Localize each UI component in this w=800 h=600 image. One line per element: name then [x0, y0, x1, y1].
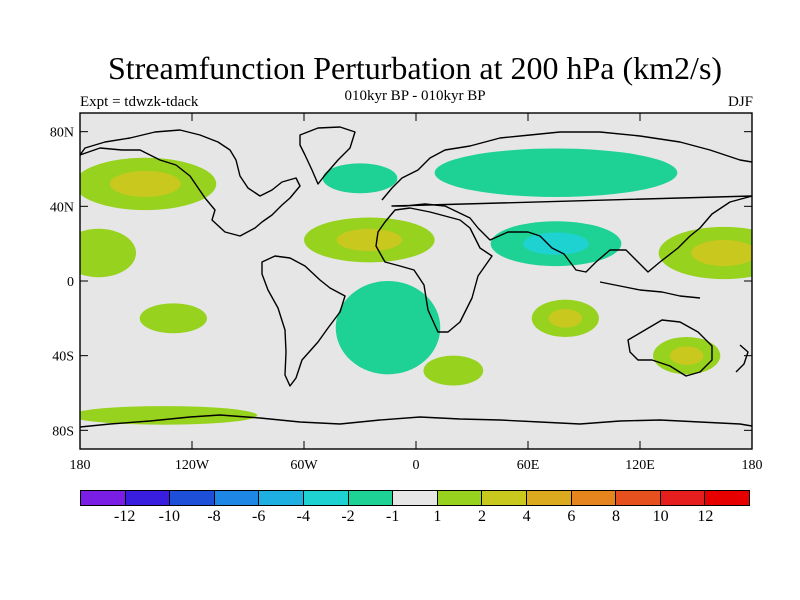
y-tick-label-1: 40N	[50, 200, 74, 215]
antarctica-coast	[80, 414, 752, 428]
south-america-coast	[261, 255, 346, 387]
colorbar-label-9: 4	[522, 508, 531, 525]
colorbar-label-8: 2	[478, 508, 486, 525]
contour-region-2	[434, 148, 678, 197]
contour-fills	[80, 148, 752, 425]
x-tick-label-3: 0	[413, 458, 420, 473]
colorbar-swatch-6	[348, 491, 394, 505]
chart-title: Streamfunction Perturbation at 200 hPa (…	[107, 50, 723, 86]
experiment-label: Expt = tdwzk-tdack	[80, 94, 199, 110]
colorbar-swatch-2	[170, 491, 215, 505]
australia-coast	[627, 319, 713, 377]
colorbar-label-0: -12	[113, 508, 136, 525]
y-tick-label-3: 40S	[52, 350, 74, 365]
colorbar-label-1: -10	[158, 508, 180, 525]
contour-region-7	[335, 281, 441, 375]
colorbar-label-7: 1	[433, 508, 442, 525]
y-tick-label-2: 0	[67, 275, 74, 290]
y-tick-label-0: 80N	[50, 126, 74, 141]
new-zealand-coast	[735, 344, 749, 373]
colorbar-label-12: 10	[652, 508, 669, 525]
contour-region-4-core	[523, 232, 589, 255]
contour-region-10	[139, 303, 207, 334]
eurasia-coast	[381, 131, 752, 273]
colorbar	[80, 490, 750, 506]
chart-subtitle: 010kyr BP - 010kyr BP	[344, 88, 486, 104]
contour-region-11	[423, 355, 484, 386]
colorbar-label-2: -8	[207, 508, 221, 525]
colorbar-label-10: 6	[567, 508, 576, 525]
coastlines	[80, 126, 752, 428]
colorbar-swatch-8	[437, 491, 483, 505]
x-tick-label-4: 60E	[517, 458, 540, 473]
colorbar-swatch-3	[214, 491, 260, 505]
x-tick-label-2: 60W	[290, 458, 318, 473]
x-tick-label-1: 120W	[175, 458, 210, 473]
colorbar-swatch-14	[705, 491, 749, 505]
greenland-coast	[299, 126, 356, 185]
contour-region-1	[322, 163, 398, 194]
colorbar-label-5: -2	[341, 508, 355, 525]
colorbar-label-3: -6	[251, 508, 266, 525]
contour-region-9-core	[669, 346, 704, 365]
colorbar-swatch-1	[125, 491, 171, 505]
contour-region-5-core	[691, 239, 752, 267]
y-tick-label-4: 80S	[52, 424, 74, 439]
season-label: DJF	[727, 94, 753, 110]
indonesia-coast	[599, 281, 701, 299]
contour-region-3-core	[336, 228, 403, 252]
colorbar-swatch-13	[660, 491, 706, 505]
colorbar-swatch-5	[303, 491, 349, 505]
colorbar-label-4: -4	[296, 508, 310, 525]
colorbar-swatch-11	[571, 491, 617, 505]
colorbar-label-11: 8	[612, 508, 620, 525]
europe-africa-coast	[375, 207, 493, 333]
colorbar-swatch-12	[616, 491, 661, 505]
x-tick-label-6: 180	[742, 458, 763, 473]
colorbar-swatch-10	[526, 491, 572, 505]
colorbar-swatch-4	[259, 491, 304, 505]
contour-region-6	[80, 228, 136, 278]
contour-region-12	[80, 406, 258, 425]
colorbar-labels: -12 -10 -8 -6 -4 -2 -1 1 2 4 6 8 10 12	[80, 508, 750, 528]
axis-ticks	[79, 113, 753, 449]
colorbar-swatch-9	[482, 491, 527, 505]
colorbar-swatch-0	[81, 491, 126, 505]
contour-region-8-core	[548, 309, 583, 328]
colorbar-label-6: -1	[385, 508, 400, 525]
north-america-coast	[80, 129, 301, 237]
colorbar-swatch-7	[393, 491, 438, 505]
x-tick-label-5: 120E	[625, 458, 655, 473]
contour-region-0-core	[109, 170, 181, 197]
colorbar-label-13: 12	[697, 508, 714, 525]
x-tick-label-0: 180	[70, 458, 91, 473]
axis-tick-labels: 180 120W 60W 0 60E 120E 180 80N 40N 0 40S 80S	[50, 126, 763, 473]
